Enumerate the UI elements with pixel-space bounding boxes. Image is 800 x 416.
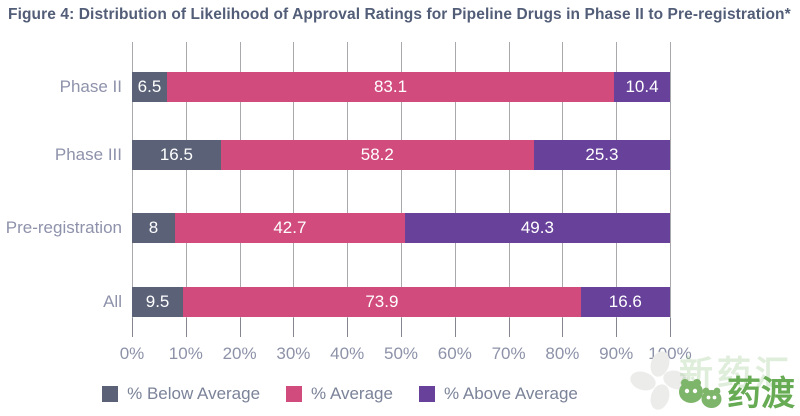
- bar-value-label: 83.1: [373, 77, 408, 96]
- bar-segment: 8: [132, 213, 176, 243]
- bar-value-label: 73.9: [365, 292, 399, 311]
- bar-segment: 58.2: [220, 140, 534, 170]
- gridline-20%: [239, 42, 241, 318]
- tick-label-50%: 50%: [383, 344, 419, 363]
- tick-mark-90%: [616, 318, 618, 337]
- tick-label-0%: 0%: [119, 344, 145, 363]
- gridline-30%: [293, 42, 295, 318]
- gridline-90%: [616, 42, 618, 318]
- tick-mark-80%: [562, 318, 564, 337]
- watermark-brand-text: 药渡: [727, 375, 795, 413]
- category-label-phase-iii: Phase III: [54, 145, 122, 164]
- legend-item-above-average: % Above Average: [418, 384, 578, 404]
- brand-logo-icon: [679, 379, 722, 408]
- bar-segment: 16.5: [132, 140, 221, 170]
- category-label-phase-ii: Phase II: [59, 77, 122, 96]
- bar-row-phase-iii: 16.5 58.2 25.3: [132, 140, 670, 170]
- bar-value-label: 9.5: [145, 292, 170, 311]
- watermark-faint-text: 新药汇: [679, 355, 793, 393]
- gridline-10%: [185, 42, 187, 318]
- bar-segment: 6.5: [132, 72, 167, 102]
- bar-value-label: 58.2: [360, 145, 394, 164]
- tick-label-90%: 90%: [599, 344, 634, 363]
- gridline-40%: [347, 42, 349, 318]
- tick-mark-70%: [508, 318, 510, 337]
- bar-value-label: 8: [148, 218, 159, 237]
- bar-row-pre-registration: 8 42.7 49.3: [132, 213, 670, 243]
- bar-segment: 16.6: [580, 287, 670, 317]
- legend-label: % Average: [311, 384, 393, 403]
- bar-segment: 73.9: [183, 287, 581, 317]
- bar-segment: 9.5: [132, 287, 184, 317]
- bar-segment: 49.3: [404, 213, 670, 243]
- gridline-70%: [508, 42, 510, 318]
- bar-value-label: 10.4: [625, 77, 659, 96]
- bar-row-all: 9.5 73.9 16.6: [132, 287, 670, 317]
- bar-segment: 10.4: [614, 72, 670, 102]
- figure-title: Figure 4: Distribution of Likelihood of …: [8, 6, 791, 23]
- gridline-80%: [562, 42, 564, 318]
- tick-mark-30%: [293, 318, 295, 337]
- legend: % Below Average % Average % Above Average: [0, 384, 680, 404]
- legend-item-average: % Average: [286, 384, 393, 404]
- legend-swatch: [286, 386, 303, 402]
- tick-label-40%: 40%: [330, 344, 365, 363]
- legend-swatch: [418, 386, 435, 402]
- gridline-50%: [401, 42, 402, 318]
- bar-row-phase-ii: 6.5 83.1 10.4: [132, 72, 670, 102]
- gridline-100%: [670, 42, 671, 318]
- legend-label: % Below Average: [127, 384, 261, 403]
- tick-mark-100%: [670, 318, 671, 337]
- tick-label-10%: 10%: [168, 344, 203, 363]
- tick-mark-20%: [239, 318, 241, 337]
- tick-mark-10%: [185, 318, 187, 337]
- bar-value-label: 42.7: [273, 218, 307, 237]
- tick-mark-50%: [401, 318, 402, 337]
- bar-segment: 83.1: [166, 72, 615, 102]
- tick-mark-40%: [347, 318, 349, 337]
- gridline-60%: [454, 42, 456, 318]
- plot-area: 6.5 83.1 10.4 16.5 58.2 25.3 8 42.7 49.3 9.5 73.9 1…: [132, 42, 671, 318]
- tick-label-20%: 20%: [222, 344, 257, 363]
- bar-segment: 25.3: [533, 140, 670, 170]
- legend-item-below-average: % Below Average: [102, 384, 260, 404]
- legend-label: % Above Average: [443, 384, 578, 403]
- tick-label-60%: 60%: [437, 344, 472, 363]
- bar-value-label: 25.3: [585, 145, 619, 164]
- category-label-pre-registration: Pre-registration: [5, 218, 122, 237]
- bar-value-label: 49.3: [520, 218, 554, 237]
- bar-value-label: 16.6: [608, 292, 642, 311]
- bar-value-label: 16.5: [159, 145, 193, 164]
- tick-label-30%: 30%: [276, 344, 311, 363]
- bar-segment: 42.7: [175, 213, 405, 243]
- tick-mark-0%: [132, 318, 133, 337]
- tick-label-80%: 80%: [545, 344, 580, 363]
- category-label-all: All: [103, 292, 122, 311]
- tick-mark-60%: [454, 318, 456, 337]
- tick-label-100%: 100%: [648, 344, 692, 363]
- bar-value-label: 6.5: [137, 77, 162, 96]
- tick-label-70%: 70%: [491, 344, 526, 363]
- legend-swatch: [102, 386, 119, 402]
- gridline-0%: [132, 42, 133, 318]
